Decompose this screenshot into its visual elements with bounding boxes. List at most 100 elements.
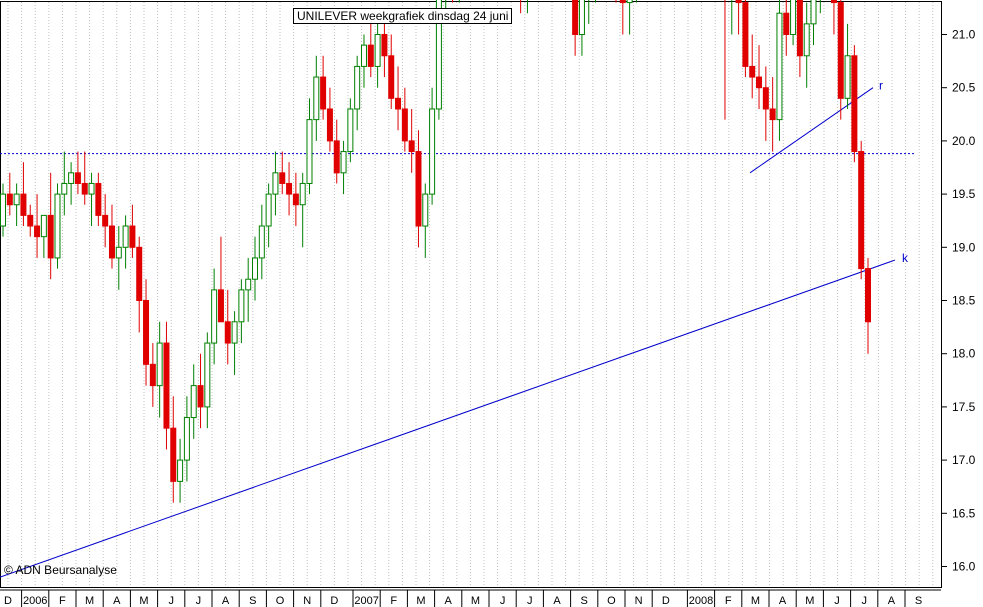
candle-down — [6, 193, 13, 206]
candle-down — [143, 300, 150, 365]
x-tick-label: F — [725, 595, 732, 607]
x-tick-label: F — [390, 595, 397, 607]
candle-up — [340, 151, 347, 174]
candle-up — [374, 34, 381, 67]
candle-down — [388, 55, 395, 99]
x-tick-label: M — [416, 595, 425, 607]
candle-up — [0, 193, 6, 227]
candle-down — [762, 87, 769, 110]
candle-up — [238, 289, 245, 323]
candle-up — [435, 0, 442, 110]
x-tick-label: 2008 — [689, 595, 713, 607]
chart-title: UNILEVER weekgrafiek dinsdag 24 juni — [293, 8, 513, 24]
candle-up — [626, 0, 633, 4]
candle-down — [102, 214, 109, 227]
candle-up — [13, 193, 20, 206]
candle-down — [756, 76, 763, 89]
x-tick-label: J — [500, 595, 506, 607]
x-tick-label: N — [635, 595, 643, 607]
candle-up — [211, 289, 218, 344]
candle-down — [367, 44, 374, 67]
x-tick-label: O — [276, 595, 285, 607]
candle-up — [115, 246, 122, 259]
candle-down — [292, 193, 299, 206]
y-tick-label: 19.0 — [952, 240, 976, 254]
y-axis: 16.0 16.5 17.0 17.5 18.0 18.5 19.0 19.5 20.0 20.5… — [941, 28, 976, 574]
x-axis: D 2006 F M A M J J A S O N D 2007 F M A M J J A S O N D 2008 F M A M J… — [0, 589, 941, 607]
candle-up — [360, 44, 367, 67]
y-tick-label: 16.5 — [952, 506, 976, 520]
candle-down — [572, 0, 579, 35]
candle-up — [347, 108, 354, 153]
candle-down — [619, 0, 626, 4]
x-tick-label: D — [662, 595, 670, 607]
y-tick-label: 18.0 — [952, 347, 976, 361]
candle-down — [20, 193, 27, 216]
candle-down — [742, 2, 749, 67]
plot-frame — [0, 1, 942, 588]
x-tick-label: J — [861, 595, 867, 607]
candle-up — [265, 193, 272, 227]
candle-up — [422, 193, 429, 227]
candle-down — [796, 0, 803, 57]
candle-up — [88, 182, 95, 195]
y-tick-label: 16.0 — [952, 560, 976, 574]
x-tick-label: A — [553, 595, 561, 607]
candle-up — [245, 278, 252, 291]
candle-down — [830, 0, 837, 4]
candle-down — [851, 55, 858, 153]
candle-down — [74, 172, 81, 184]
candle-up — [299, 182, 306, 206]
candle-down — [333, 140, 340, 174]
candle-up — [68, 172, 75, 184]
candle-up — [177, 459, 184, 482]
x-tick-label: S — [915, 595, 922, 607]
candle-up — [844, 55, 851, 99]
x-tick-label: J — [196, 595, 202, 607]
x-tick-label: S — [581, 595, 588, 607]
channel-lower-label: r — [879, 79, 883, 93]
candle-down — [129, 225, 136, 248]
x-tick-label: M — [85, 595, 94, 607]
candle-up — [183, 417, 190, 461]
x-tick-label: S — [249, 595, 256, 607]
x-tick-label: A — [888, 595, 896, 607]
candle-down — [224, 321, 231, 344]
candle-down — [401, 108, 408, 142]
x-tick-label: A — [779, 595, 787, 607]
candle-up — [810, 0, 817, 25]
candles — [0, 0, 871, 503]
x-tick-label: 2006 — [23, 595, 47, 607]
candle-up — [190, 385, 197, 419]
y-tick-label: 20.5 — [952, 81, 976, 95]
grid-lines — [7, 2, 934, 587]
y-tick-label: 19.5 — [952, 187, 976, 201]
support-line — [0, 259, 896, 578]
horizontal-levels — [0, 153, 916, 155]
candle-down — [320, 76, 327, 110]
candle-down — [149, 363, 156, 387]
candle-up — [313, 76, 320, 121]
x-tick-label: M — [471, 595, 480, 607]
y-tick-label: 18.5 — [952, 294, 976, 308]
candle-up — [40, 214, 47, 238]
x-tick-label: 2007 — [354, 595, 378, 607]
x-tick-label: J — [527, 595, 533, 607]
candle-up — [122, 225, 129, 248]
candle-down — [279, 172, 286, 184]
candle-down — [415, 151, 422, 227]
y-tick-label: 17.5 — [952, 400, 976, 414]
candle-down — [95, 182, 102, 216]
candle-up — [204, 342, 211, 408]
candle-down — [783, 12, 790, 36]
candle-up — [252, 257, 259, 280]
candle-up — [54, 193, 61, 259]
candle-down — [749, 65, 756, 78]
candle-up — [306, 119, 313, 184]
x-tick-label: D — [4, 595, 12, 607]
candle-down — [170, 427, 177, 482]
candle-down — [735, 0, 742, 4]
x-tick-label: A — [113, 595, 121, 607]
candle-up — [790, 0, 797, 36]
